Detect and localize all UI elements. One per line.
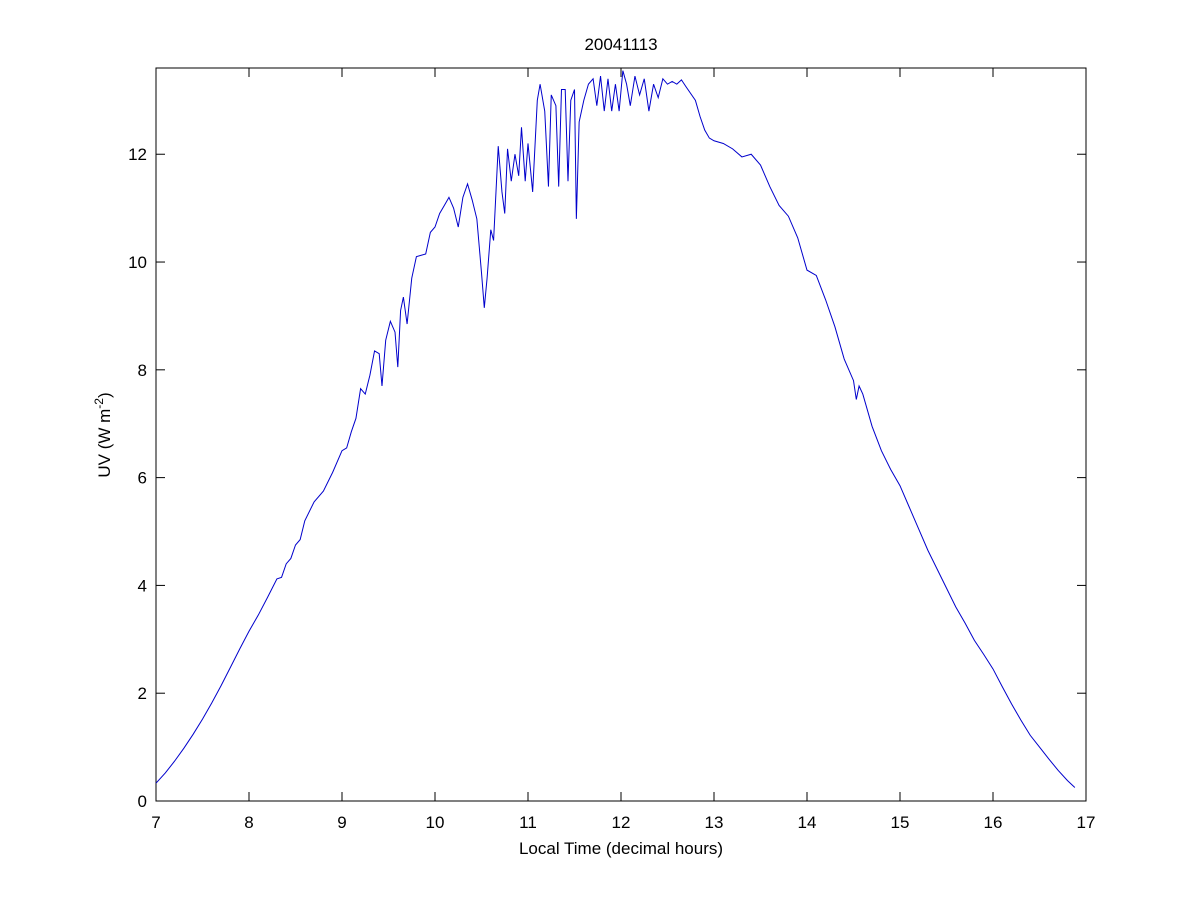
data-line (155, 70, 1076, 788)
x-tick-label: 10 (426, 813, 445, 832)
y-tick-label: 4 (138, 576, 147, 595)
x-tick-label: 12 (612, 813, 631, 832)
x-axis-label: Local Time (decimal hours) (519, 839, 723, 858)
x-tick-label: 14 (798, 813, 817, 832)
y-tick-label: 10 (128, 253, 147, 272)
x-tick-label: 13 (705, 813, 724, 832)
y-tick-label: 2 (138, 684, 147, 703)
axes-box (155, 67, 1087, 802)
x-tick-label: 9 (337, 813, 346, 832)
x-tick-label: 11 (519, 813, 537, 832)
x-tick-label: 7 (151, 813, 160, 832)
y-tick-label: 8 (138, 361, 147, 380)
x-tick-label: 17 (1077, 813, 1096, 832)
y-label-text: UV (W m (95, 409, 114, 478)
y-tick-label: 0 (138, 792, 147, 811)
y-tick-label: 6 (138, 469, 147, 488)
x-tick-label: 8 (244, 813, 253, 832)
x-tick-label: 15 (891, 813, 910, 832)
y-tick-label: 12 (128, 145, 147, 164)
y-label-end: ) (95, 392, 114, 398)
chart-title: 20041113 (584, 35, 657, 54)
y-axis-label: UV (W m-2) (92, 392, 114, 477)
x-tick-label: 16 (984, 813, 1003, 832)
y-label-exponent: -2 (92, 398, 106, 409)
